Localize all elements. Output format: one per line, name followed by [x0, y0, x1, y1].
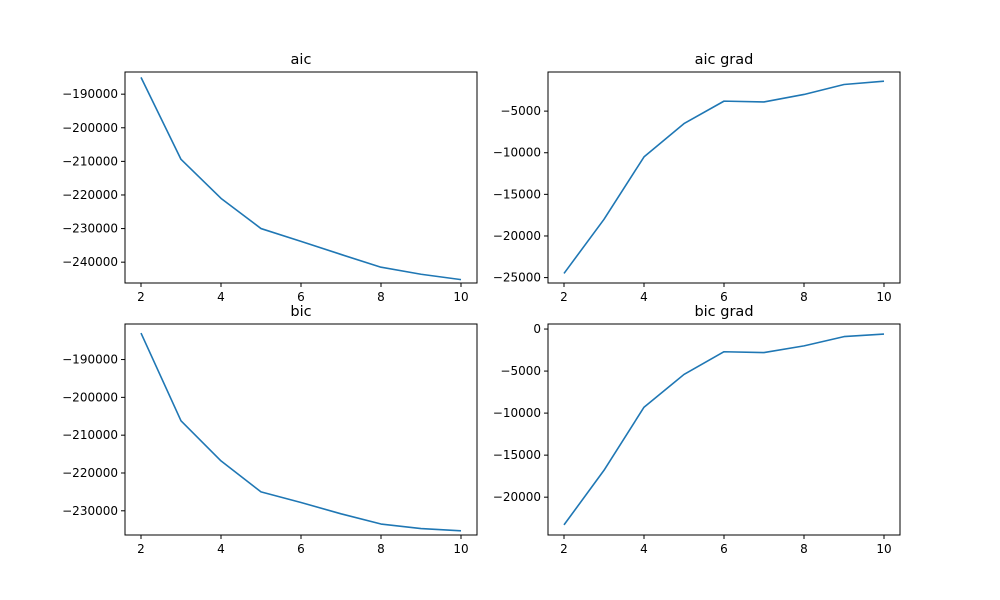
y-tick-label: 0	[533, 322, 541, 336]
subplot-aic-grad: aic grad 2 4 6 8 10 −25000 −20000 −15000 −10000 −…	[493, 52, 901, 304]
subplot-aic: aic 2 4 6 8 10 −240000 −230000 −220000 −210000 −2…	[62, 52, 478, 304]
y-tick-label: −5000	[500, 364, 541, 378]
x-tick-label: 4	[217, 542, 225, 556]
x-tick-label: 4	[640, 290, 648, 304]
y-tick-label: −200000	[62, 390, 118, 404]
x-tick-label: 4	[640, 542, 648, 556]
y-tick-label: −230000	[62, 504, 118, 518]
x-tick-label: 6	[297, 542, 305, 556]
chart-title: bic grad	[694, 304, 753, 320]
subplot-bic-grad: bic grad 2 4 6 8 10 −20000 −15000 −10000 −5000 0	[493, 304, 901, 556]
x-tick-label: 8	[377, 542, 385, 556]
x-tick-label: 10	[876, 542, 891, 556]
x-tick-label: 4	[217, 290, 225, 304]
y-tick-label: −15000	[493, 448, 541, 462]
y-tick-label: −200000	[62, 121, 118, 135]
y-tick-label: −240000	[62, 255, 118, 269]
axes-frame	[124, 71, 478, 284]
y-tick-label: −190000	[62, 353, 118, 367]
axes-frame	[124, 323, 478, 536]
x-tick-label: 2	[560, 290, 568, 304]
chart-title: aic	[291, 52, 312, 68]
y-tick-label: −15000	[493, 187, 541, 201]
y-tick-label: −10000	[493, 406, 541, 420]
y-tick-label: −230000	[62, 222, 118, 236]
chart-title: bic	[290, 304, 311, 320]
x-tick-label: 2	[560, 542, 568, 556]
x-tick-label: 2	[137, 542, 145, 556]
x-tick-label: 8	[377, 290, 385, 304]
series-line	[140, 332, 462, 532]
x-tick-label: 6	[297, 290, 305, 304]
axes-frame	[547, 323, 901, 536]
x-tick-label: 8	[800, 542, 808, 556]
x-tick-label: 2	[137, 290, 145, 304]
x-tick-label: 10	[453, 542, 468, 556]
subplot-bic: bic 2 4 6 8 10 −230000 −220000 −210000 −200000 −1…	[62, 304, 478, 556]
series-line	[563, 333, 885, 526]
x-tick-label: 6	[720, 290, 728, 304]
x-tick-label: 10	[876, 290, 891, 304]
y-tick-label: −20000	[493, 490, 541, 504]
y-tick-label: −210000	[62, 428, 118, 442]
y-tick-label: −25000	[493, 271, 541, 285]
y-tick-label: −20000	[493, 229, 541, 243]
y-tick-label: −190000	[62, 87, 118, 101]
axes-frame	[547, 71, 901, 284]
x-tick-label: 6	[720, 542, 728, 556]
x-tick-label: 8	[800, 290, 808, 304]
y-tick-label: −220000	[62, 466, 118, 480]
series-line	[563, 80, 885, 274]
x-tick-label: 10	[453, 290, 468, 304]
chart-title: aic grad	[695, 52, 754, 68]
y-tick-label: −5000	[500, 104, 541, 118]
series-line	[140, 77, 462, 281]
y-tick-label: −220000	[62, 188, 118, 202]
y-tick-label: −210000	[62, 154, 118, 168]
y-tick-label: −10000	[493, 146, 541, 160]
